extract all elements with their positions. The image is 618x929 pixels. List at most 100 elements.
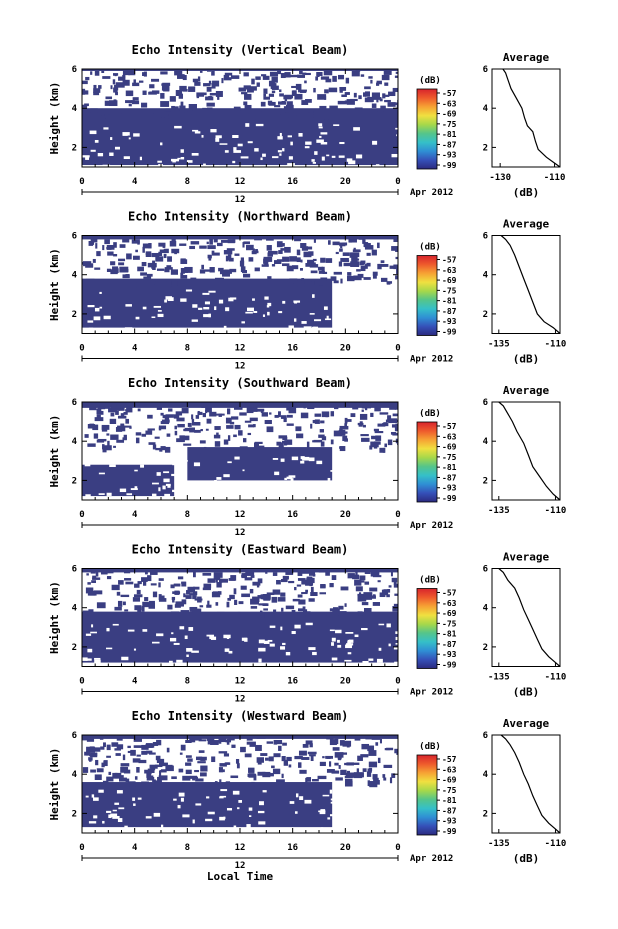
echo-gap bbox=[232, 790, 240, 795]
echo-gap bbox=[306, 486, 313, 489]
echo-gap bbox=[185, 289, 193, 292]
echo-speck bbox=[383, 69, 392, 75]
echo-speck bbox=[337, 109, 346, 116]
echo-speck bbox=[96, 251, 101, 257]
echo-speck bbox=[353, 92, 357, 98]
y-tick-label: 4 bbox=[72, 604, 78, 614]
echo-gap bbox=[355, 302, 358, 306]
echo-speck bbox=[302, 743, 309, 748]
echo-speck bbox=[212, 80, 220, 87]
colorbar-tick-label: -93 bbox=[442, 484, 457, 493]
echo-speck bbox=[192, 115, 196, 120]
echo-speck bbox=[306, 441, 310, 448]
echo-speck bbox=[298, 608, 304, 612]
echo-speck bbox=[200, 765, 208, 772]
echo-gap bbox=[191, 152, 199, 156]
echo-speck bbox=[392, 87, 398, 92]
echo-speck bbox=[192, 612, 197, 615]
echo-speck bbox=[125, 90, 134, 97]
echo-gap bbox=[224, 150, 229, 153]
echo-speck bbox=[182, 275, 188, 279]
echo-gap bbox=[304, 799, 312, 804]
echo-speck bbox=[207, 578, 216, 583]
echo-speck bbox=[137, 608, 142, 613]
echo-speck bbox=[160, 446, 166, 451]
echo-speck bbox=[363, 277, 371, 280]
echo-speck bbox=[156, 281, 162, 285]
echo-speck bbox=[206, 604, 212, 608]
echo-gap bbox=[304, 146, 310, 149]
echo-gap bbox=[223, 816, 226, 820]
echo-speck bbox=[217, 613, 221, 616]
echo-speck bbox=[275, 109, 281, 115]
echo-speck bbox=[395, 275, 398, 280]
echo-speck bbox=[103, 760, 108, 767]
echo-speck bbox=[125, 274, 130, 278]
echo-speck bbox=[350, 261, 360, 267]
echo-speck bbox=[243, 85, 251, 90]
echo-gap bbox=[165, 296, 172, 300]
colorbar bbox=[416, 588, 438, 669]
echo-speck bbox=[261, 611, 265, 618]
echo-speck bbox=[332, 608, 340, 614]
echo-speck bbox=[342, 252, 350, 256]
echo-speck bbox=[246, 741, 250, 745]
echo-gap bbox=[208, 313, 211, 318]
echo-speck bbox=[362, 92, 367, 97]
echo-speck bbox=[351, 70, 360, 77]
echo-speck bbox=[359, 580, 365, 583]
echo-gap bbox=[259, 801, 264, 806]
echo-speckle bbox=[82, 735, 398, 835]
average-line bbox=[500, 235, 561, 334]
echo-speck bbox=[286, 756, 292, 762]
echo-speck bbox=[344, 92, 350, 95]
echo-speck bbox=[125, 778, 130, 783]
echo-speck bbox=[96, 414, 101, 420]
echo-speck bbox=[278, 435, 288, 439]
echo-gap bbox=[280, 626, 283, 631]
echo-speck bbox=[159, 762, 168, 767]
echo-gap bbox=[312, 162, 316, 164]
colorbar-tick-label: -75 bbox=[442, 286, 457, 295]
echo-speck bbox=[165, 765, 174, 772]
echo-speck bbox=[109, 100, 118, 107]
echo-speck bbox=[148, 615, 153, 620]
echo-gap bbox=[329, 789, 333, 794]
average-y-tick-label: 2 bbox=[483, 310, 488, 320]
echo-speck bbox=[136, 767, 140, 773]
echo-speck bbox=[211, 756, 216, 763]
echo-speck bbox=[158, 594, 162, 600]
echo-speck bbox=[225, 613, 235, 619]
echo-speck bbox=[266, 592, 275, 596]
colorbar-tick-label: -81 bbox=[442, 297, 457, 306]
echo-gap bbox=[287, 163, 295, 167]
echo-speck bbox=[198, 750, 205, 753]
echo-speck bbox=[228, 403, 234, 407]
echo-speck bbox=[379, 738, 382, 744]
echo-speck bbox=[90, 570, 96, 574]
echo-speck bbox=[358, 95, 362, 100]
echo-speck bbox=[186, 590, 190, 595]
chart-title: Echo Intensity (Northward Beam) bbox=[128, 210, 352, 224]
echo-speck bbox=[122, 236, 130, 243]
echo-speck bbox=[226, 279, 230, 284]
echo-speck bbox=[136, 754, 141, 757]
echo-gap bbox=[362, 660, 369, 664]
echo-gap bbox=[91, 794, 95, 798]
echo-speck bbox=[113, 445, 116, 448]
echo-speck bbox=[229, 236, 233, 240]
echo-speck bbox=[269, 412, 272, 415]
echo-gap bbox=[165, 483, 171, 486]
echo-speck bbox=[205, 428, 209, 431]
echo-gap bbox=[372, 140, 378, 145]
echo-speck bbox=[182, 75, 187, 81]
echo-gap bbox=[325, 495, 331, 499]
average-x-label: (dB) bbox=[513, 186, 540, 199]
chart-title: Echo Intensity (Southward Beam) bbox=[128, 376, 352, 390]
echo-gap bbox=[203, 163, 206, 168]
echo-speck bbox=[272, 572, 278, 576]
echo-speck bbox=[106, 576, 112, 580]
echo-speck bbox=[134, 776, 138, 780]
echo-gap bbox=[378, 493, 382, 496]
echo-speck bbox=[318, 448, 324, 455]
